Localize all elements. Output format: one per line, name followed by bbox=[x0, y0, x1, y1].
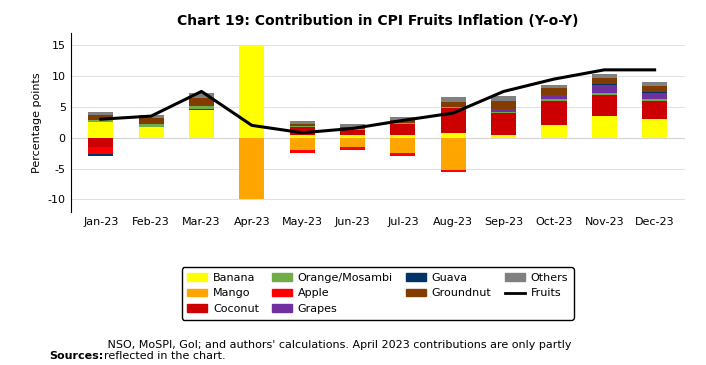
Bar bbox=[88, 120, 114, 122]
Text: Sources:: Sources: bbox=[49, 351, 104, 361]
Bar bbox=[592, 95, 617, 116]
Bar bbox=[88, 115, 114, 120]
Fruits bbox=[298, 131, 306, 135]
Bar bbox=[642, 86, 667, 92]
Bar bbox=[491, 109, 516, 112]
Fruits bbox=[97, 117, 105, 122]
Bar bbox=[592, 116, 617, 138]
Bar bbox=[138, 127, 164, 138]
Bar bbox=[239, 45, 265, 138]
Bar bbox=[340, 135, 365, 138]
Legend: Banana, Mango, Coconut, Orange/Mosambi, Apple, Grapes, Guava, Groundnut, Others,: Banana, Mango, Coconut, Orange/Mosambi, … bbox=[182, 267, 573, 319]
Bar bbox=[642, 82, 667, 86]
Bar bbox=[592, 93, 617, 95]
Bar bbox=[340, 138, 365, 147]
Fruits bbox=[147, 114, 155, 118]
Bar bbox=[542, 125, 566, 138]
Bar bbox=[642, 93, 667, 99]
Fruits bbox=[600, 68, 609, 72]
Bar bbox=[542, 99, 566, 101]
Bar bbox=[441, 138, 466, 170]
Bar bbox=[642, 101, 667, 119]
Bar bbox=[491, 101, 516, 109]
Bar bbox=[441, 170, 466, 172]
Line: Fruits: Fruits bbox=[101, 70, 654, 133]
Bar bbox=[390, 117, 415, 120]
Y-axis label: Percentage points: Percentage points bbox=[32, 72, 42, 173]
Bar bbox=[642, 119, 667, 138]
Fruits bbox=[197, 89, 205, 94]
Bar bbox=[189, 109, 214, 110]
Bar bbox=[340, 129, 365, 130]
Bar bbox=[592, 74, 617, 78]
Bar bbox=[491, 135, 516, 138]
Bar bbox=[340, 130, 365, 135]
Bar bbox=[88, 138, 114, 147]
Bar bbox=[340, 124, 365, 127]
Bar bbox=[491, 96, 516, 101]
Bar bbox=[189, 93, 214, 97]
Bar bbox=[642, 99, 667, 101]
Bar bbox=[239, 138, 265, 199]
Bar bbox=[88, 122, 114, 138]
Bar bbox=[340, 147, 365, 150]
Bar bbox=[189, 105, 214, 106]
Bar bbox=[542, 85, 566, 88]
Bar bbox=[441, 102, 466, 107]
Fruits bbox=[399, 118, 407, 123]
Fruits bbox=[650, 68, 659, 72]
Fruits bbox=[550, 77, 558, 81]
Bar bbox=[592, 84, 617, 85]
Bar bbox=[491, 112, 516, 113]
Bar bbox=[390, 153, 415, 156]
Bar bbox=[289, 135, 315, 138]
Bar bbox=[88, 147, 114, 154]
Bar bbox=[491, 113, 516, 135]
Bar bbox=[441, 133, 466, 138]
Bar bbox=[390, 138, 415, 153]
Bar bbox=[441, 107, 466, 108]
Bar bbox=[542, 95, 566, 99]
Bar bbox=[88, 154, 114, 156]
Fruits bbox=[499, 89, 508, 94]
Bar bbox=[189, 97, 214, 105]
Bar bbox=[592, 78, 617, 84]
Bar bbox=[390, 123, 415, 135]
Fruits bbox=[248, 123, 256, 127]
Bar bbox=[441, 108, 466, 133]
Bar bbox=[289, 126, 315, 127]
Bar bbox=[138, 115, 164, 118]
Bar bbox=[138, 118, 164, 124]
Bar bbox=[390, 120, 415, 123]
Bar bbox=[390, 135, 415, 138]
Title: Chart 19: Contribution in CPI Fruits Inflation (Y-o-Y): Chart 19: Contribution in CPI Fruits Inf… bbox=[177, 14, 578, 27]
Bar bbox=[138, 124, 164, 127]
Bar bbox=[340, 127, 365, 129]
Bar bbox=[592, 85, 617, 93]
Bar bbox=[542, 101, 566, 125]
Text: NSO, MoSPI, GoI; and authors' calculations. April 2023 contributions are only pa: NSO, MoSPI, GoI; and authors' calculatio… bbox=[104, 340, 572, 361]
Bar bbox=[542, 88, 566, 95]
Bar bbox=[289, 121, 315, 124]
Bar bbox=[189, 110, 214, 138]
Bar bbox=[441, 97, 466, 102]
Bar bbox=[289, 124, 315, 126]
Fruits bbox=[449, 111, 457, 115]
Bar bbox=[289, 138, 315, 150]
Bar bbox=[88, 112, 114, 115]
Fruits bbox=[348, 126, 357, 131]
Bar bbox=[642, 92, 667, 93]
Bar bbox=[289, 127, 315, 135]
Bar bbox=[289, 150, 315, 153]
Bar bbox=[189, 106, 214, 109]
